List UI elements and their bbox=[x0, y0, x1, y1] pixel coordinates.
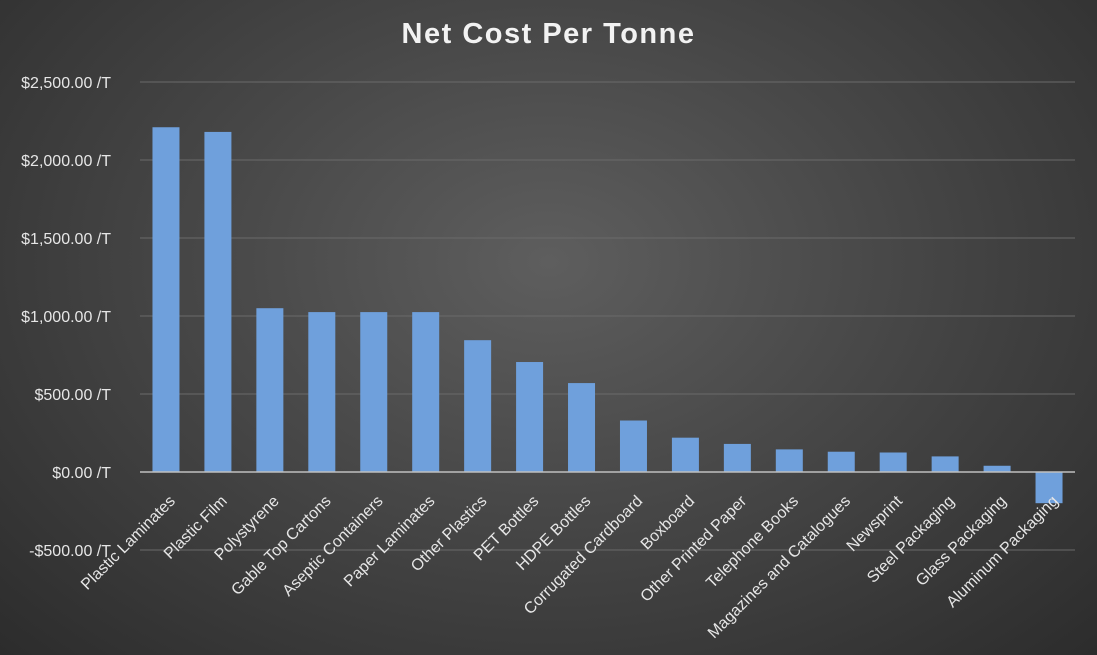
bar bbox=[671, 437, 699, 472]
bar bbox=[723, 443, 751, 472]
bar bbox=[827, 451, 855, 472]
bar bbox=[152, 127, 180, 473]
y-tick-label: -$500.00 /T bbox=[29, 543, 111, 560]
bar bbox=[931, 456, 959, 472]
chart-title: Net Cost Per Tonne bbox=[401, 18, 696, 50]
bar bbox=[308, 312, 336, 472]
bar bbox=[204, 131, 232, 473]
bar bbox=[360, 312, 388, 472]
x-tick-label: Steel Packaging bbox=[864, 493, 958, 587]
x-tick-label: Aseptic Containers bbox=[280, 493, 387, 600]
bar bbox=[464, 340, 492, 472]
bar bbox=[412, 312, 440, 472]
bar bbox=[1035, 472, 1063, 504]
bar bbox=[879, 452, 907, 472]
y-tick-label: $2,000.00 /T bbox=[21, 153, 111, 170]
x-tick-label: Gable Top Cartons bbox=[228, 493, 334, 599]
y-tick-label: $0.00 /T bbox=[52, 465, 111, 482]
bar bbox=[775, 449, 803, 472]
bar bbox=[568, 383, 596, 472]
bar bbox=[983, 465, 1011, 472]
x-tick-label: Glass Packaging bbox=[913, 493, 1010, 590]
bar bbox=[619, 420, 647, 472]
x-tick-label: Paper Laminates bbox=[341, 493, 439, 591]
y-tick-label: $1,500.00 /T bbox=[21, 231, 111, 248]
y-tick-label: $2,500.00 /T bbox=[21, 75, 111, 92]
bar bbox=[256, 308, 284, 472]
y-tick-label: $1,000.00 /T bbox=[21, 309, 111, 326]
y-tick-label: $500.00 /T bbox=[35, 387, 112, 404]
bar bbox=[516, 362, 544, 472]
x-tick-label: Telephone Books bbox=[703, 493, 802, 592]
